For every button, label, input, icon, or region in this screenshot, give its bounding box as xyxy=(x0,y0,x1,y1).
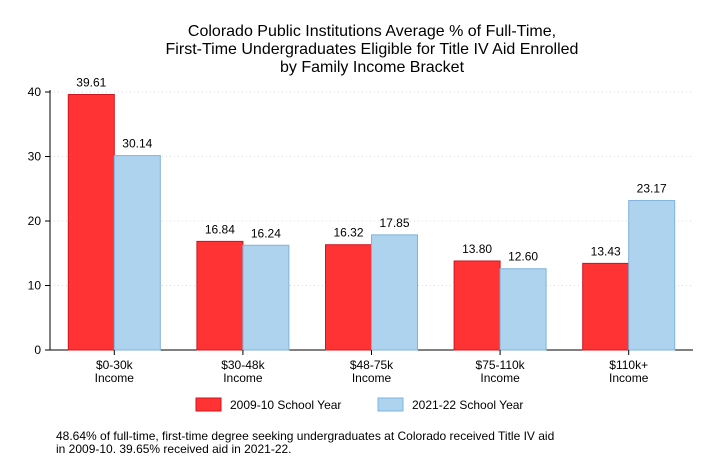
bar xyxy=(628,200,676,351)
bar-value-label: 39.61 xyxy=(76,76,106,90)
bar-value-label: 16.32 xyxy=(333,226,363,240)
bar xyxy=(371,234,418,351)
x-tick-label: $75-110k xyxy=(476,358,526,372)
footnote-line-1: 48.64% of full-time, first-time degree s… xyxy=(56,429,555,443)
chart-title-line-1: Colorado Public Institutions Average % o… xyxy=(188,23,556,40)
bar-value-label: 23.17 xyxy=(637,182,667,196)
bar xyxy=(113,155,161,351)
bar-value-label: 17.85 xyxy=(379,216,409,230)
bar xyxy=(67,94,115,351)
x-tick-label: Income xyxy=(223,371,263,385)
bar-value-label: 16.24 xyxy=(251,226,281,240)
legend-swatch xyxy=(377,397,404,412)
bar xyxy=(325,244,372,351)
legend: 2009-10 School Year 2021-22 School Year xyxy=(195,397,523,412)
y-tick-label: 20 xyxy=(28,214,42,228)
chart-title-line-3: by Family Income Bracket xyxy=(280,59,465,76)
bar-value-label: 30.14 xyxy=(122,137,152,151)
bar-value-label: 12.60 xyxy=(508,250,538,264)
bar xyxy=(453,260,501,351)
bar xyxy=(582,262,630,351)
chart-title-line-2: First-Time Undergraduates Eligible for T… xyxy=(166,41,579,58)
y-tick-label: 30 xyxy=(28,150,42,164)
bar xyxy=(196,240,244,351)
legend-label: 2021-22 School Year xyxy=(412,398,523,412)
x-tick-label: Income xyxy=(95,371,135,385)
bar xyxy=(499,268,547,351)
footnote-line-2: in 2009-10. 39.65% received aid in 2021-… xyxy=(56,442,292,456)
x-tick-label: Income xyxy=(609,371,649,385)
bar-value-label: 16.84 xyxy=(205,222,235,236)
x-tick-label: Income xyxy=(352,371,392,385)
x-tick-label: Income xyxy=(480,371,520,385)
y-tick-label: 40 xyxy=(28,85,42,99)
y-tick-label: 10 xyxy=(28,279,42,293)
bar-value-label: 13.43 xyxy=(591,244,621,258)
legend-label: 2009-10 School Year xyxy=(230,398,341,412)
bar-value-label: 13.80 xyxy=(462,242,492,256)
bar xyxy=(242,244,290,351)
y-tick-label: 0 xyxy=(34,343,41,357)
legend-swatch xyxy=(195,397,222,412)
x-tick-label: $30-48k xyxy=(221,358,265,372)
x-tick-label: $48-75k xyxy=(350,358,394,372)
footnote: 48.64% of full-time, first-time degree s… xyxy=(56,430,656,456)
x-tick-label: $0-30k xyxy=(96,358,134,372)
x-tick-label: $110k+ xyxy=(609,358,648,372)
